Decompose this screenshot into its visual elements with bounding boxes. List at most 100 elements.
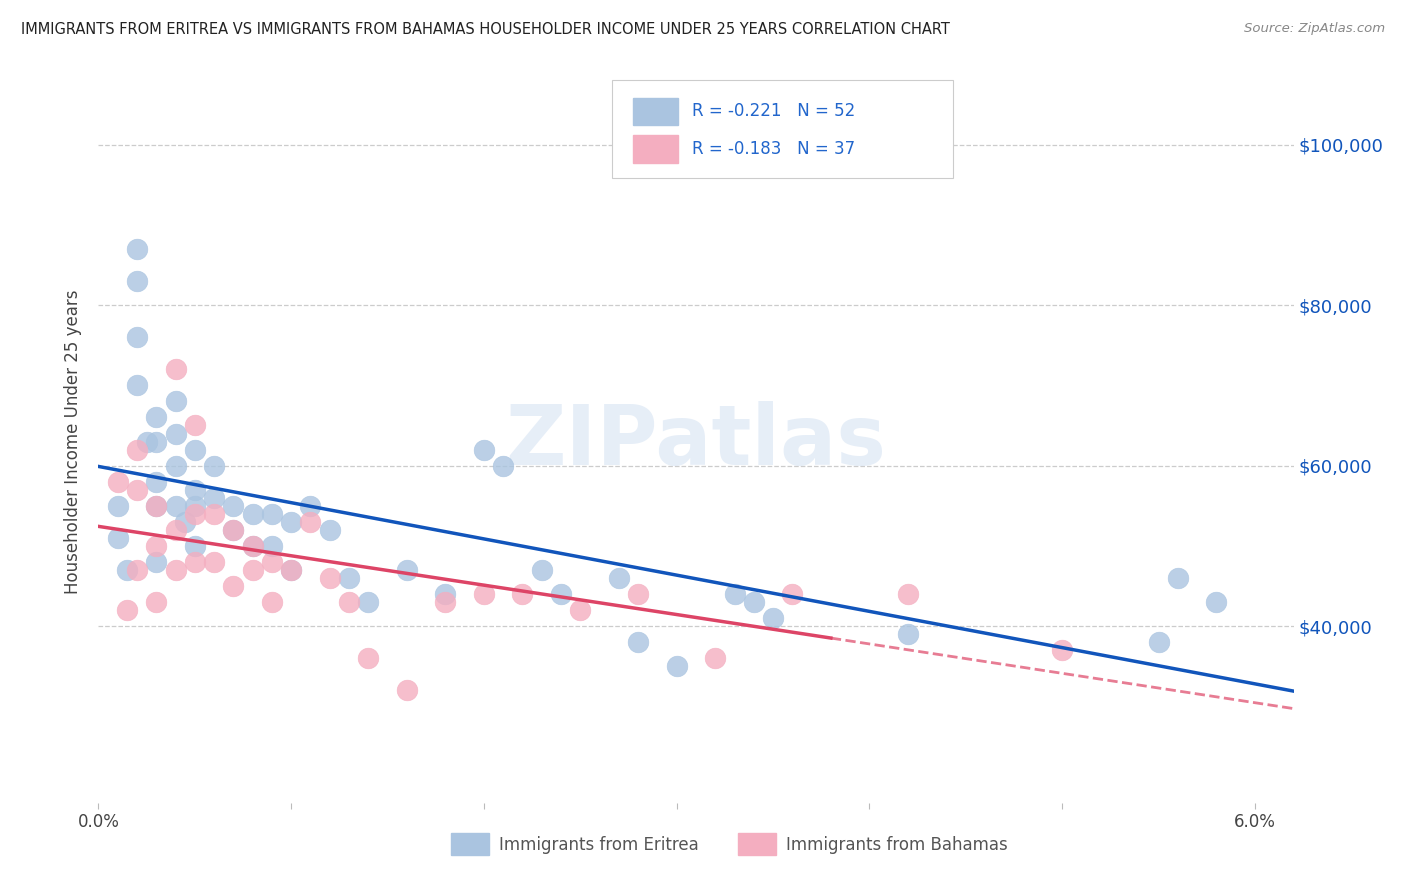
Point xyxy=(512,587,534,601)
Text: R = -0.221   N = 52: R = -0.221 N = 52 xyxy=(692,103,856,120)
Point xyxy=(607,571,630,585)
Point xyxy=(202,458,225,473)
Point xyxy=(145,499,167,513)
Point xyxy=(184,555,207,569)
Point xyxy=(202,491,225,505)
Point xyxy=(184,483,207,497)
Point xyxy=(434,595,457,609)
Point xyxy=(337,595,360,609)
Point xyxy=(665,659,688,673)
Point xyxy=(202,555,225,569)
Point xyxy=(107,531,129,545)
Point xyxy=(184,418,207,433)
Point xyxy=(299,515,322,529)
Point xyxy=(184,499,207,513)
Point xyxy=(125,242,148,256)
Point xyxy=(280,563,302,577)
Point xyxy=(242,507,264,521)
Point xyxy=(184,442,207,457)
Point xyxy=(723,587,745,601)
Point xyxy=(222,523,245,537)
Point xyxy=(762,611,785,625)
Text: IMMIGRANTS FROM ERITREA VS IMMIGRANTS FROM BAHAMAS HOUSEHOLDER INCOME UNDER 25 Y: IMMIGRANTS FROM ERITREA VS IMMIGRANTS FR… xyxy=(21,22,950,37)
Point xyxy=(135,434,157,449)
Point xyxy=(569,603,592,617)
Point xyxy=(145,499,167,513)
Point xyxy=(530,563,553,577)
Point xyxy=(242,563,264,577)
Point xyxy=(704,651,727,665)
Point xyxy=(107,475,129,489)
Point xyxy=(242,539,264,553)
Point xyxy=(145,434,167,449)
Point xyxy=(1147,635,1170,649)
Point xyxy=(202,507,225,521)
Point xyxy=(125,483,148,497)
Text: Source: ZipAtlas.com: Source: ZipAtlas.com xyxy=(1244,22,1385,36)
Point xyxy=(1167,571,1189,585)
Point xyxy=(125,378,148,392)
Point xyxy=(357,595,380,609)
Point xyxy=(742,595,765,609)
Bar xyxy=(633,97,678,125)
Point xyxy=(165,499,187,513)
Point xyxy=(145,475,167,489)
Point xyxy=(434,587,457,601)
Point xyxy=(337,571,360,585)
Point xyxy=(319,571,342,585)
Point xyxy=(897,627,920,641)
Point xyxy=(222,523,245,537)
Point xyxy=(242,539,264,553)
Point xyxy=(319,523,342,537)
Point xyxy=(165,563,187,577)
Bar xyxy=(738,833,776,855)
Point xyxy=(184,507,207,521)
Point xyxy=(125,274,148,288)
Point xyxy=(260,507,283,521)
Point xyxy=(395,563,418,577)
Point xyxy=(897,587,920,601)
Point xyxy=(1205,595,1227,609)
Bar xyxy=(633,136,678,162)
Point xyxy=(222,579,245,593)
FancyBboxPatch shape xyxy=(613,80,953,178)
Point xyxy=(395,683,418,698)
Point xyxy=(472,442,495,457)
Point xyxy=(165,426,187,441)
Point xyxy=(627,587,650,601)
Point xyxy=(117,563,139,577)
Point xyxy=(299,499,322,513)
Point xyxy=(550,587,572,601)
Point xyxy=(184,539,207,553)
Point xyxy=(627,635,650,649)
Point xyxy=(165,458,187,473)
Point xyxy=(125,563,148,577)
Point xyxy=(174,515,197,529)
Point xyxy=(782,587,804,601)
Point xyxy=(107,499,129,513)
Point xyxy=(222,499,245,513)
Point xyxy=(280,515,302,529)
Text: Immigrants from Eritrea: Immigrants from Eritrea xyxy=(499,836,699,854)
Point xyxy=(260,555,283,569)
Point xyxy=(145,410,167,425)
Text: ZIPatlas: ZIPatlas xyxy=(506,401,886,482)
Point xyxy=(492,458,515,473)
Point xyxy=(145,595,167,609)
Point xyxy=(280,563,302,577)
Text: R = -0.183   N = 37: R = -0.183 N = 37 xyxy=(692,140,855,158)
Point xyxy=(165,523,187,537)
Point xyxy=(125,442,148,457)
Point xyxy=(145,555,167,569)
Point xyxy=(125,330,148,344)
Point xyxy=(165,362,187,376)
Point xyxy=(472,587,495,601)
Point xyxy=(117,603,139,617)
Point xyxy=(260,595,283,609)
Point xyxy=(357,651,380,665)
Point xyxy=(1050,643,1073,657)
Bar xyxy=(451,833,489,855)
Point xyxy=(165,394,187,409)
Y-axis label: Householder Income Under 25 years: Householder Income Under 25 years xyxy=(65,289,83,594)
Text: Immigrants from Bahamas: Immigrants from Bahamas xyxy=(786,836,1007,854)
